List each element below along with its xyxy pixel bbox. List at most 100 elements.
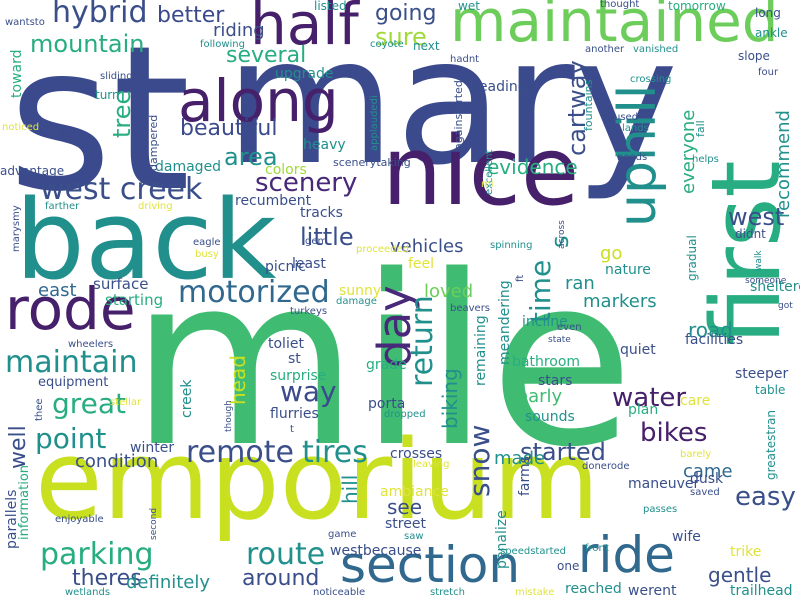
word-hybrid: hybrid: [52, 0, 148, 30]
word-ride: ride: [578, 526, 675, 584]
word-colors: colors: [265, 162, 307, 178]
word-street: street: [385, 516, 426, 532]
word-area: area: [224, 143, 278, 171]
word-quiet: quiet: [620, 342, 656, 358]
word-several: several: [226, 43, 307, 68]
word-came: came: [683, 461, 733, 482]
word-rt: rt: [413, 117, 423, 131]
word-wet: wet: [458, 0, 480, 13]
word-second: second: [149, 508, 159, 541]
word-applauded: applaudedi: [369, 95, 380, 151]
word-st: st: [8, 3, 191, 236]
word-see: see: [387, 495, 423, 519]
word-point: point: [35, 422, 107, 455]
word-turkeys: turkeys: [290, 306, 328, 317]
word-route: route: [246, 537, 326, 572]
word-early: early: [517, 386, 563, 407]
word-snow: snow: [463, 425, 496, 498]
word-coyote: coyote: [370, 39, 404, 50]
word-trike: trike: [730, 544, 762, 560]
word-ran: ran: [565, 273, 595, 294]
word-marysmy: marysmy: [11, 205, 22, 252]
word-leaving: leaving: [413, 459, 450, 470]
word-used: used: [614, 112, 639, 123]
word-mistake: mistake: [515, 587, 555, 598]
word-didnt: didnt: [735, 227, 766, 241]
word-along: along: [178, 67, 339, 135]
word-creek: creek: [179, 380, 195, 419]
word-westbecause: westbecause: [330, 543, 422, 559]
word-meandering: meandering: [497, 280, 513, 365]
word-head: head: [226, 355, 250, 405]
word-way: way: [280, 375, 337, 408]
word-againstarted: againstarted: [452, 80, 465, 150]
word-stars: stars: [538, 373, 573, 389]
word-enjoyable: enjoyable: [55, 514, 104, 525]
word-incline: incline: [522, 314, 568, 330]
word-advantage: advantage: [0, 164, 65, 178]
word-sure: sure: [375, 23, 427, 51]
word-feel: feel: [408, 256, 435, 272]
word-beavers: beavers: [450, 303, 491, 314]
word-toliet: toliet: [268, 336, 304, 352]
word-stretch: stretch: [430, 587, 465, 598]
word-four: four: [758, 67, 779, 78]
word-wife: wife: [672, 529, 701, 545]
word-least: least: [292, 256, 326, 272]
word-return: return: [405, 295, 440, 387]
word-upgrade: upgrade: [275, 66, 334, 82]
word-greatestran: greatestran: [764, 410, 778, 480]
word-dropped: dropped: [384, 409, 426, 420]
word-grade: grade: [366, 357, 407, 373]
word-started: started: [520, 438, 606, 466]
word-ambiance: ambiance: [380, 484, 449, 500]
word-hill: hill: [338, 475, 362, 505]
word-gentle: gentle: [708, 563, 772, 587]
word-wetlands: wetlands: [65, 587, 111, 598]
word-table: table: [755, 383, 786, 397]
word-unless: unless: [58, 77, 91, 88]
word-reached: reached: [565, 581, 622, 597]
word-lands: lands: [622, 123, 649, 134]
word-going: going: [375, 1, 437, 26]
word-picnic: picnic: [265, 259, 306, 275]
word-game: game: [328, 529, 357, 540]
word-porta: porta: [368, 396, 406, 412]
word-proceeded: proceeded: [356, 244, 410, 255]
word-saw: saw: [404, 531, 424, 542]
word-listed: listed: [314, 0, 347, 13]
word-passes: passes: [643, 504, 678, 515]
word-west: west: [728, 203, 785, 231]
word-water: water: [612, 383, 687, 413]
word-someone: someone: [745, 276, 787, 286]
word-mile: mile: [130, 226, 635, 499]
word-plan: plan: [628, 402, 659, 418]
word-gem: gem: [305, 236, 328, 247]
word-parking: parking: [40, 537, 154, 572]
word-maintain: maintain: [5, 345, 138, 380]
word-crosses: crosses: [390, 446, 443, 462]
word-damaged: damaged: [155, 159, 222, 175]
word-remaining: remaining: [473, 315, 489, 386]
word-information: information: [17, 465, 32, 541]
word-wheelers: wheelers: [68, 339, 114, 350]
word-condition: condition: [75, 451, 159, 472]
word-stellar: stellar: [110, 397, 142, 408]
word-biking: biking: [438, 368, 462, 429]
word-tracks: tracks: [300, 205, 343, 221]
word-beautiful: beautiful: [180, 116, 278, 141]
word-road: road: [688, 318, 733, 342]
word-ft: ft: [515, 275, 526, 283]
word-sliding: sliding: [100, 71, 133, 82]
word-t: t: [290, 424, 294, 435]
word-hadnt: hadnt: [450, 54, 480, 65]
word-loved: loved: [424, 281, 474, 302]
word-toward: toward: [9, 50, 25, 99]
word-better: better: [157, 3, 225, 28]
word-east: east: [38, 280, 77, 301]
word-though: though: [224, 400, 234, 432]
word-noticed: noticed: [2, 122, 40, 133]
word-care: care: [680, 393, 711, 409]
word-bikes: bikes: [640, 418, 708, 448]
